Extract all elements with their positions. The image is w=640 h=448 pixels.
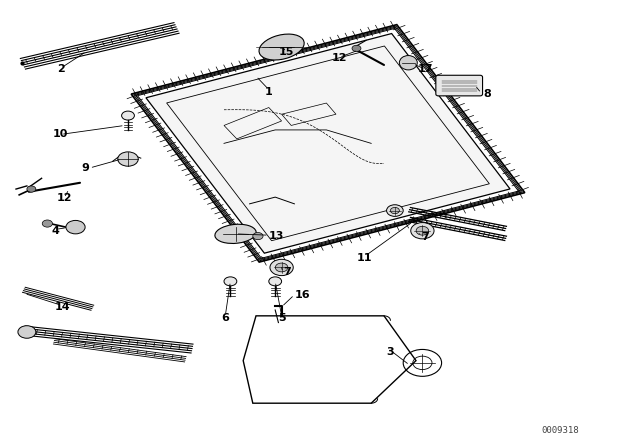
Circle shape — [270, 259, 293, 276]
Circle shape — [42, 220, 52, 227]
Ellipse shape — [215, 224, 256, 243]
Text: 12: 12 — [332, 53, 347, 63]
Text: 9: 9 — [81, 163, 89, 173]
Text: 2: 2 — [57, 65, 65, 74]
Circle shape — [66, 220, 85, 234]
Circle shape — [411, 223, 434, 239]
Circle shape — [387, 205, 403, 216]
Text: 16: 16 — [294, 290, 310, 300]
Text: 3: 3 — [387, 347, 394, 357]
Text: 14: 14 — [54, 302, 70, 312]
Text: 6: 6 — [221, 313, 229, 323]
Circle shape — [18, 326, 36, 338]
Circle shape — [122, 111, 134, 120]
Ellipse shape — [399, 56, 417, 70]
Text: 15: 15 — [279, 47, 294, 56]
Text: 4: 4 — [52, 226, 60, 236]
Text: 5: 5 — [278, 313, 285, 323]
Circle shape — [275, 263, 288, 272]
Text: 13: 13 — [269, 231, 284, 241]
Ellipse shape — [259, 34, 304, 60]
Circle shape — [269, 277, 282, 286]
Text: 11: 11 — [357, 253, 372, 263]
Text: 10: 10 — [53, 129, 68, 139]
Circle shape — [416, 226, 429, 235]
FancyBboxPatch shape — [436, 75, 483, 96]
Circle shape — [118, 152, 138, 166]
Circle shape — [390, 207, 399, 214]
Text: 12: 12 — [56, 193, 72, 203]
Text: 7: 7 — [421, 232, 429, 241]
Text: 0009318: 0009318 — [541, 426, 579, 435]
Text: 17: 17 — [418, 65, 433, 74]
Text: 1: 1 — [265, 87, 273, 97]
Text: 8: 8 — [483, 89, 491, 99]
Circle shape — [27, 186, 36, 192]
Polygon shape — [146, 34, 510, 253]
Text: 7: 7 — [283, 267, 291, 277]
Circle shape — [224, 277, 237, 286]
Circle shape — [352, 45, 361, 52]
Circle shape — [253, 233, 263, 240]
